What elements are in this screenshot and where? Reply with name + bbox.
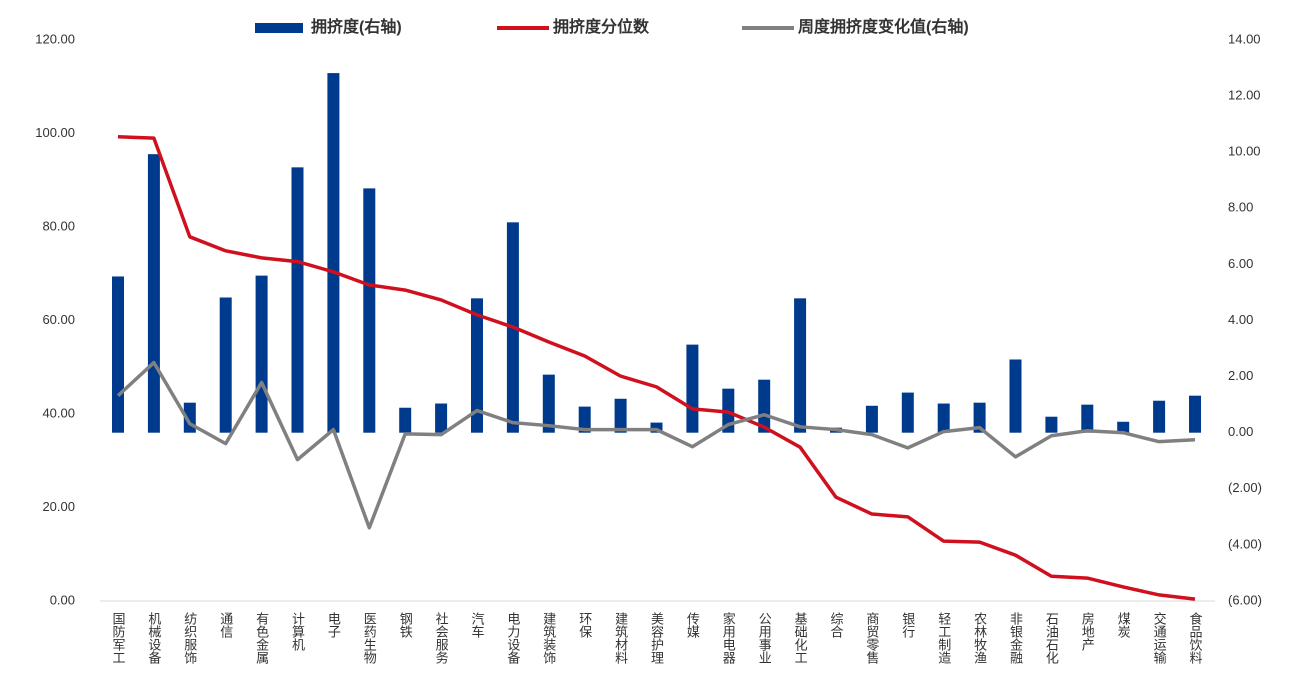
bar <box>112 276 124 433</box>
y2-tick-label: 2.00 <box>1228 368 1253 383</box>
x-tick-label: 石油石化 <box>1044 612 1059 665</box>
y2-tick-label: (6.00) <box>1228 592 1262 607</box>
x-tick-label: 国防军工 <box>111 612 126 664</box>
x-tick-label: 房地产 <box>1080 611 1095 652</box>
legend-label: 周度拥挤度变化值(右轴) <box>798 17 969 36</box>
bar <box>471 298 483 433</box>
x-tick-label: 轻工制造 <box>936 612 951 665</box>
y-tick-label: 100.00 <box>35 125 75 140</box>
x-tick-label: 钢铁 <box>398 612 413 638</box>
legend-label: 拥挤度分位数 <box>553 17 650 36</box>
x-tick-label: 汽车 <box>470 612 485 638</box>
x-tick-label: 计算机 <box>290 612 305 652</box>
y2-tick-label: 0.00 <box>1228 424 1253 439</box>
bar <box>578 406 591 433</box>
y2-tick-label: (2.00) <box>1228 480 1262 495</box>
x-tick-label: 公用事业 <box>757 612 772 664</box>
bar <box>1189 395 1201 433</box>
x-tick-label: 机械设备 <box>146 612 161 665</box>
bar <box>327 73 340 433</box>
bar <box>758 379 771 433</box>
x-tick-label: 纺织服饰 <box>182 612 197 664</box>
x-tick-label: 传媒 <box>685 612 700 638</box>
bar <box>901 392 914 433</box>
bar <box>1081 404 1094 433</box>
x-tick-label: 基础化工 <box>793 612 808 664</box>
y-tick-label: 120.00 <box>35 31 75 46</box>
line <box>116 360 1196 530</box>
y2-tick-label: 12.00 <box>1228 88 1261 103</box>
bar <box>650 422 663 433</box>
x-tick-label: 建筑材料 <box>613 612 628 664</box>
x-tick-label: 建筑装饰 <box>541 612 556 664</box>
legend-swatch <box>255 23 303 33</box>
bar <box>937 403 950 433</box>
x-tick-label: 环保 <box>577 612 592 638</box>
y2-tick-label: 14.00 <box>1228 31 1261 46</box>
bar <box>255 275 268 433</box>
x-tick-label: 电子 <box>326 612 341 638</box>
y2-tick-label: 8.00 <box>1228 200 1253 215</box>
bar <box>363 188 376 433</box>
x-tick-label: 煤炭 <box>1116 612 1131 639</box>
bar <box>973 402 986 433</box>
x-tick-label: 食品饮料 <box>1188 611 1203 664</box>
line <box>117 135 1196 601</box>
bar <box>1045 416 1058 433</box>
x-tick-label: 医药生物 <box>362 612 377 665</box>
x-tick-label: 商贸零售 <box>864 612 879 664</box>
bar <box>542 374 555 433</box>
y-tick-label: 80.00 <box>42 218 75 233</box>
x-tick-label: 非银金融 <box>1008 612 1023 664</box>
x-tick-label: 有色金属 <box>254 612 269 665</box>
x-tick-label: 家用电器 <box>721 611 736 665</box>
y-tick-label: 20.00 <box>42 499 75 514</box>
x-tick-label: 社会服务 <box>434 611 449 664</box>
bar <box>686 344 699 433</box>
bar <box>435 403 448 433</box>
legend-label: 拥挤度(右轴) <box>311 17 402 36</box>
bar <box>219 297 232 433</box>
x-tick-label: 银行 <box>900 612 915 639</box>
x-tick-label: 农林牧渔 <box>972 612 987 664</box>
bar <box>1153 400 1166 433</box>
bar <box>1117 421 1130 433</box>
x-tick-label: 美容护理 <box>649 612 664 664</box>
bar <box>399 407 412 433</box>
x-tick-label: 交通运输 <box>1152 611 1167 664</box>
y-tick-label: 60.00 <box>42 312 75 327</box>
bar <box>614 398 627 433</box>
bar <box>1009 359 1022 433</box>
bar <box>865 405 878 433</box>
y-tick-label: 40.00 <box>42 405 75 420</box>
y2-tick-label: 10.00 <box>1228 144 1261 159</box>
y2-tick-label: 4.00 <box>1228 312 1253 327</box>
x-tick-label: 通信 <box>218 612 233 638</box>
x-tick-label: 电力设备 <box>505 612 520 665</box>
y2-tick-label: (4.00) <box>1228 536 1262 551</box>
x-tick-label: 综合 <box>829 612 844 638</box>
bar <box>291 167 304 433</box>
y2-tick-label: 6.00 <box>1228 256 1253 271</box>
bar <box>794 298 807 433</box>
y-tick-label: 0.00 <box>50 592 75 607</box>
bar <box>147 154 160 433</box>
